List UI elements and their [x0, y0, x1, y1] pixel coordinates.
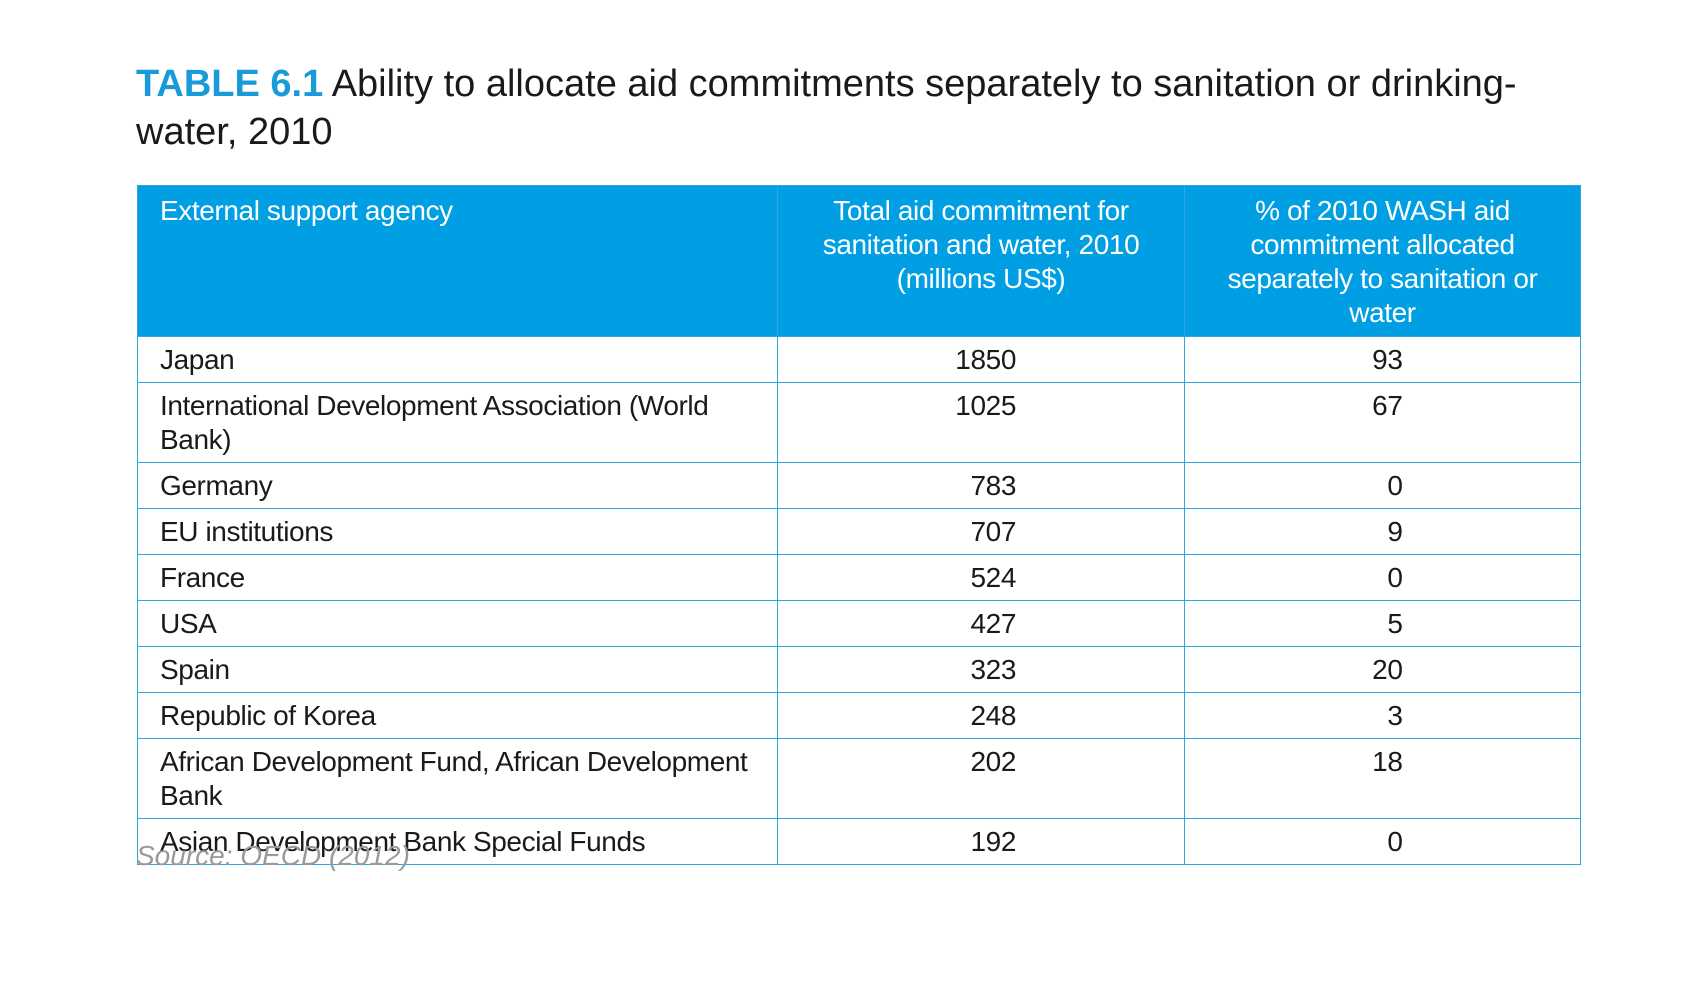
cell-total-value: 202 — [970, 746, 1016, 777]
cell-percent-allocated: 67 — [1184, 382, 1581, 463]
cell-total-value: 192 — [970, 826, 1016, 857]
data-table: External support agency Total aid commit… — [137, 185, 1581, 865]
cell-percent-value: 93 — [1372, 344, 1403, 375]
cell-percent-allocated: 9 — [1184, 508, 1581, 555]
table-row: International Development Association (W… — [137, 382, 1581, 463]
header-row: External support agency Total aid commit… — [137, 185, 1581, 337]
cell-agency: Spain — [137, 646, 778, 693]
column-header-percent-allocated: % of 2010 WASH aid commitment allocated … — [1184, 185, 1581, 337]
column-header-agency: External support agency — [137, 185, 778, 337]
cell-total-commitment: 192 — [777, 818, 1185, 865]
cell-percent-allocated: 3 — [1184, 692, 1581, 739]
cell-total-value: 427 — [970, 608, 1016, 639]
cell-percent-allocated: 0 — [1184, 462, 1581, 509]
cell-percent-allocated: 20 — [1184, 646, 1581, 693]
cell-percent-allocated: 18 — [1184, 738, 1581, 819]
cell-total-value: 783 — [970, 470, 1016, 501]
cell-total-commitment: 1025 — [777, 382, 1185, 463]
cell-agency: Japan — [137, 336, 778, 383]
table-number-label: TABLE 6.1 — [136, 63, 324, 105]
cell-percent-value: 18 — [1372, 746, 1403, 777]
cell-percent-value: 3 — [1387, 700, 1403, 731]
cell-percent-allocated: 0 — [1184, 818, 1581, 865]
table-row: Germany 783 0 — [137, 462, 1581, 509]
cell-agency: Germany — [137, 462, 778, 509]
cell-percent-value: 0 — [1387, 562, 1403, 593]
cell-total-commitment: 248 — [777, 692, 1185, 739]
cell-percent-allocated: 0 — [1184, 554, 1581, 601]
table-row: Spain 323 20 — [137, 646, 1581, 693]
cell-agency: EU institutions — [137, 508, 778, 555]
table-row: USA 427 5 — [137, 600, 1581, 647]
table-row: Republic of Korea 248 3 — [137, 692, 1581, 739]
table-row: African Development Fund, African Develo… — [137, 738, 1581, 819]
cell-total-commitment: 202 — [777, 738, 1185, 819]
table-body: Japan 1850 93 International Development Ass… — [137, 336, 1581, 865]
cell-percent-value: 67 — [1372, 390, 1403, 421]
cell-total-commitment: 524 — [777, 554, 1185, 601]
cell-percent-value: 20 — [1372, 654, 1403, 685]
cell-total-commitment: 427 — [777, 600, 1185, 647]
cell-agency: USA — [137, 600, 778, 647]
cell-percent-allocated: 93 — [1184, 336, 1581, 383]
cell-percent-value: 9 — [1387, 516, 1403, 547]
cell-total-value: 248 — [970, 700, 1016, 731]
table-header: External support agency Total aid commit… — [137, 185, 1581, 337]
cell-total-value: 1850 — [955, 344, 1016, 375]
cell-agency: Asian Development Bank Special Funds — [137, 818, 778, 865]
table-row: EU institutions 707 9 — [137, 508, 1581, 555]
cell-total-commitment: 1850 — [777, 336, 1185, 383]
table-row: Asian Development Bank Special Funds 192 0 — [137, 818, 1581, 865]
cell-agency: International Development Association (W… — [137, 382, 778, 463]
cell-percent-value: 0 — [1387, 826, 1403, 857]
cell-total-commitment: 783 — [777, 462, 1185, 509]
cell-total-value: 1025 — [955, 390, 1016, 421]
cell-percent-allocated: 5 — [1184, 600, 1581, 647]
cell-total-value: 707 — [970, 516, 1016, 547]
cell-agency: African Development Fund, African Develo… — [137, 738, 778, 819]
page-title: TABLE 6.1 Ability to allocate aid commit… — [136, 60, 1586, 156]
table-title-text: Ability to allocate aid commitments sepa… — [136, 63, 1517, 153]
column-header-total-commitment: Total aid commitment for sanitation and … — [777, 185, 1185, 337]
cell-total-commitment: 707 — [777, 508, 1185, 555]
table-row: Japan 1850 93 — [137, 336, 1581, 383]
cell-percent-value: 0 — [1387, 470, 1403, 501]
cell-agency: Republic of Korea — [137, 692, 778, 739]
cell-total-commitment: 323 — [777, 646, 1185, 693]
cell-total-value: 323 — [970, 654, 1016, 685]
source-note: Source: OECD (2012) — [136, 840, 410, 871]
table-row: France 524 0 — [137, 554, 1581, 601]
cell-percent-value: 5 — [1387, 608, 1403, 639]
cell-agency: France — [137, 554, 778, 601]
cell-total-value: 524 — [970, 562, 1016, 593]
